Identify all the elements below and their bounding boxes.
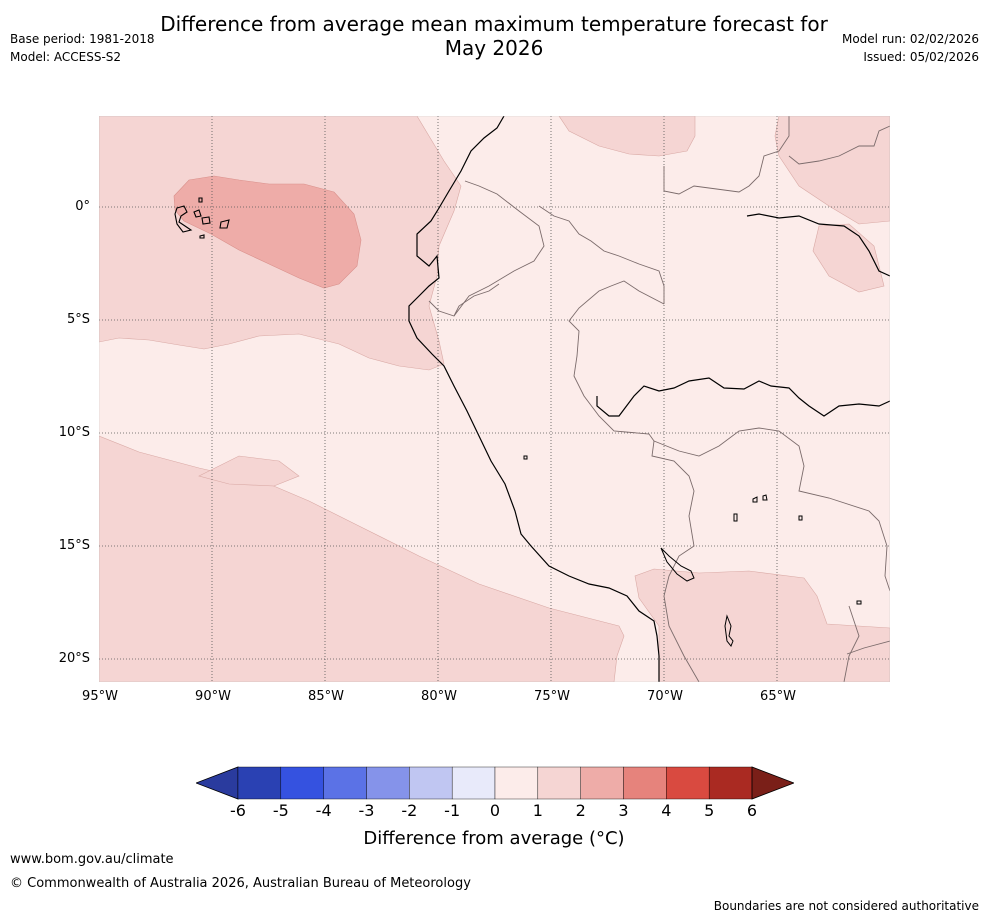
lakes: [523, 455, 862, 647]
colorbar-tick-label: 4: [661, 801, 672, 820]
colorbar-segment: [494, 766, 539, 800]
colorbar-tick-label: -3: [358, 801, 375, 820]
coastline: [408, 116, 890, 682]
lon-label-90w: 90°W: [195, 689, 231, 704]
lon-label-85w: 85°W: [308, 689, 344, 704]
footer-url[interactable]: www.bom.gov.au/climate: [10, 852, 174, 867]
colorbar-segment: [537, 766, 581, 800]
map-title: Difference from average mean maximum tem…: [0, 12, 988, 60]
anomaly-1-2-region-amazon: [812, 223, 885, 293]
colorbar-segment: [237, 766, 282, 800]
colorbar-extend-high: [751, 766, 794, 800]
country-borders: [428, 116, 890, 682]
colorbar-tick-label: -4: [315, 801, 332, 820]
lon-label-65w: 65°W: [760, 689, 796, 704]
anomaly-1-2-region-colombia: [558, 116, 696, 157]
anomaly-1-2-region-venezuela: [774, 116, 890, 225]
metadata-left: Base period: 1981-2018 Model: ACCESS-S2: [10, 30, 155, 66]
metadata-right: Model run: 02/02/2026 Issued: 05/02/2026: [842, 30, 979, 66]
colorbar-segment: [623, 766, 667, 800]
colorbar-tick-label: 5: [704, 801, 715, 820]
colorbar-segment: [708, 766, 753, 800]
colorbar-segment: [323, 766, 367, 800]
anomaly-2-3-region-galapagos: [173, 175, 362, 289]
colorbar-tick-label: 1: [532, 801, 543, 820]
colorbar-segment: [451, 766, 496, 800]
anomaly-1-2-region-lower: [198, 455, 300, 487]
model-name: Model: ACCESS-S2: [10, 50, 122, 64]
lat-label-20s: 20°S: [58, 651, 90, 666]
colorbar-tick-label: -5: [272, 801, 289, 820]
lat-label-15s: 15°S: [58, 538, 90, 553]
lat-label-5s: 5°S: [66, 312, 90, 327]
lon-label-80w: 80°W: [421, 689, 457, 704]
title-line-1: Difference from average mean maximum tem…: [160, 12, 828, 36]
map-panel: [99, 116, 890, 682]
colorbar-label: Difference from average (°C): [363, 828, 625, 849]
lat-label-0: 0°: [75, 199, 90, 214]
colorbar-tick-label: -1: [444, 801, 461, 820]
footer-copyright: © Commonwealth of Australia 2026, Austra…: [10, 876, 471, 891]
colorbar-tick-label: 2: [575, 801, 586, 820]
issued-date: Issued: 05/02/2026: [863, 50, 979, 64]
colorbar-segment: [666, 766, 710, 800]
colorbar-segment: [280, 766, 324, 800]
colorbar-segment: [580, 766, 624, 800]
colorbar: [196, 766, 794, 800]
lon-label-75w: 75°W: [534, 689, 570, 704]
colorbar-segment: [366, 766, 410, 800]
lat-label-10s: 10°S: [58, 425, 90, 440]
colorbar-extend-low: [196, 766, 239, 800]
colorbar-tick-label: -6: [230, 801, 246, 820]
base-period: Base period: 1981-2018: [10, 32, 155, 46]
lon-label-95w: 95°W: [82, 689, 118, 704]
anomaly-1-2-region-altiplano: [634, 568, 890, 682]
colorbar-tick-label: 3: [618, 801, 629, 820]
colorbar-tick-label: -2: [401, 801, 418, 820]
colorbar-segment: [409, 766, 453, 800]
lon-label-70w: 70°W: [647, 689, 683, 704]
graticule: [99, 116, 890, 682]
colorbar-tick-label: 0: [489, 801, 501, 820]
colorbar-tick-label: 6: [746, 801, 758, 820]
title-line-2: May 2026: [444, 36, 544, 60]
galapagos-islands: [174, 197, 230, 239]
model-run: Model run: 02/02/2026: [841, 32, 979, 46]
footer-disclaimer: Boundaries are not considered authoritat…: [713, 899, 979, 913]
